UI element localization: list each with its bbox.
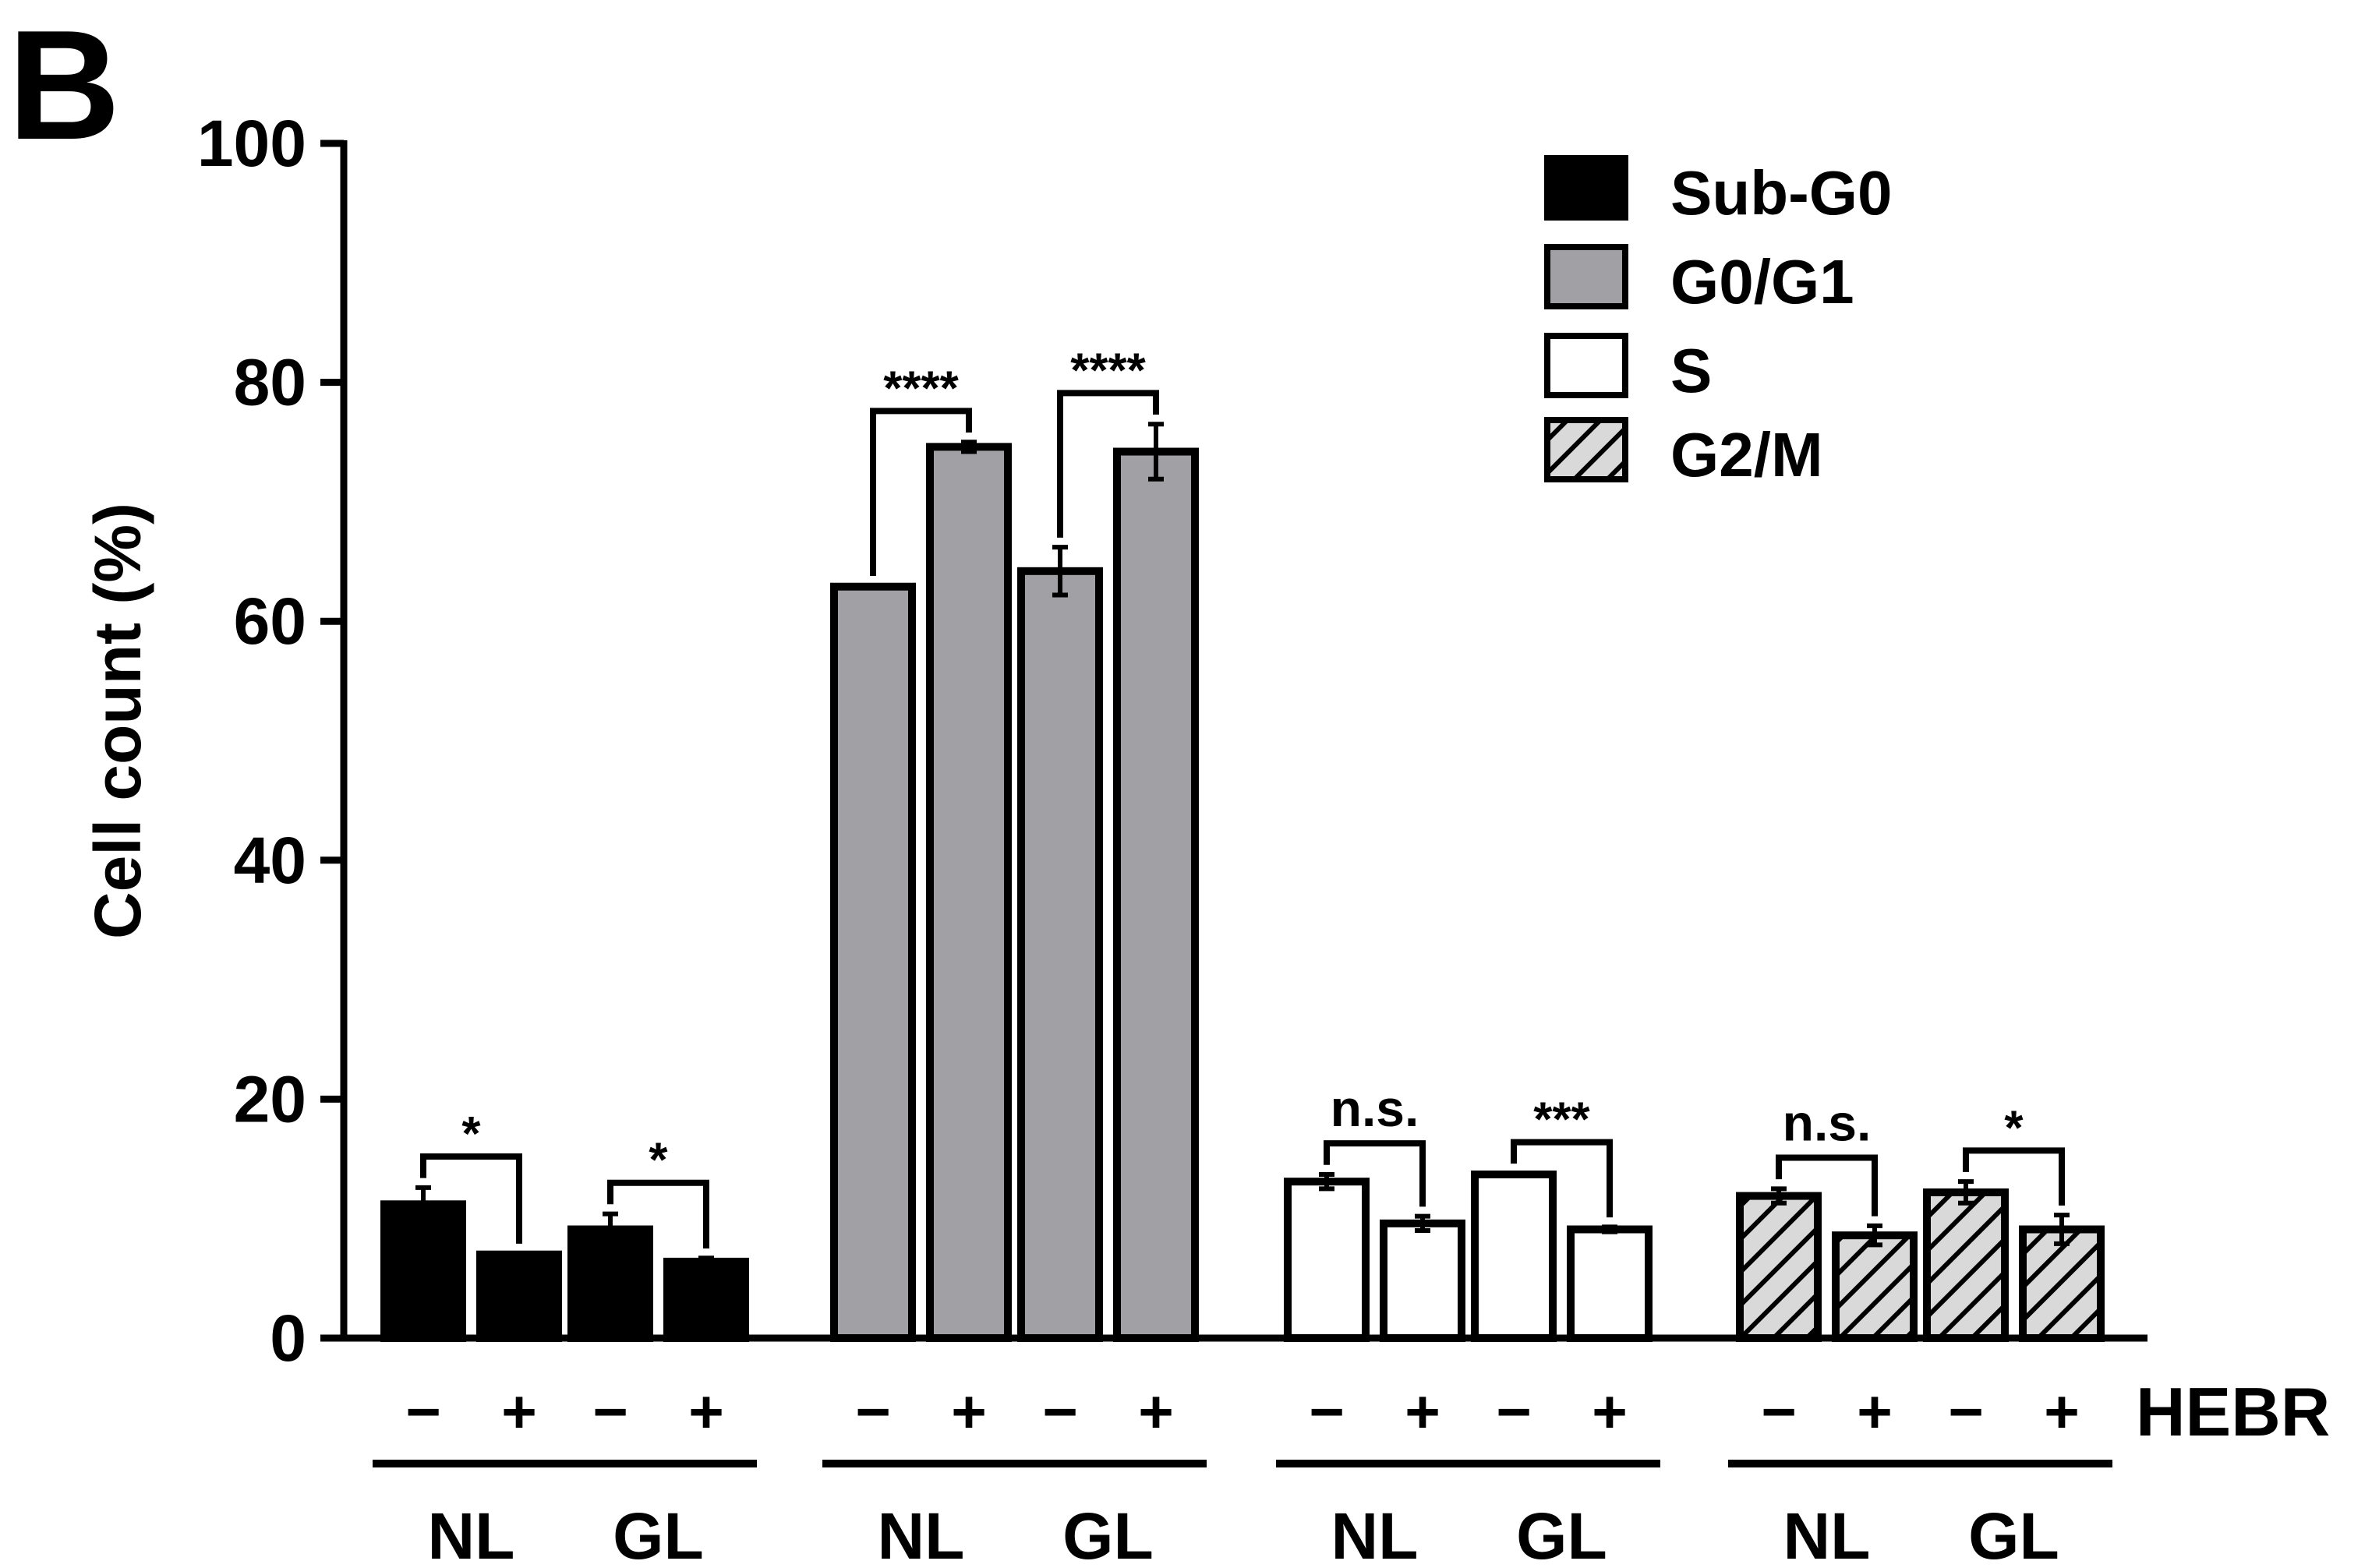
bar-g0-g1-2 [1017,567,1103,1342]
bar-g0-g1-0 [830,582,916,1342]
bar-s-1 [1380,1219,1465,1343]
significance-brackets: * ***** ****n.s. *** n.s. * [420,344,2065,1249]
bar-s-2 [1471,1170,1557,1342]
treatment-label: HEBR [2136,1373,2330,1450]
significance-label: **** [1070,344,1146,397]
y-tick-label: 60 [234,584,306,658]
treatment-sign: − [405,1377,441,1446]
treatment-sign: + [1592,1377,1628,1446]
legend-swatch-s [1544,333,1628,398]
legend: Sub-G0 G0/G1 S G2/M [1544,155,1892,489]
condition-label: NL [1331,1499,1419,1568]
bar-sub-g0-3 [663,1257,749,1342]
bar-g2-m-1 [1832,1231,1918,1342]
treatment-sign: + [1138,1377,1174,1446]
treatment-sign: − [855,1377,891,1446]
treatment-sign: + [501,1377,537,1446]
bar-s-0 [1284,1178,1370,1342]
significance-label: **** [883,362,959,415]
legend-swatch-sub-g0 [1544,155,1628,221]
condition-label: GL [1062,1499,1154,1568]
treatment-sign: − [1948,1377,1984,1446]
condition-label: GL [613,1499,704,1568]
treatment-sign: + [951,1377,987,1446]
significance-bracket [1324,1140,1426,1207]
y-axis-label: Cell count (%) [81,503,154,939]
significance-label: * [461,1107,481,1161]
bar-sub-g0-0 [380,1200,466,1342]
condition-label: NL [428,1499,515,1568]
treatment-sign: − [592,1377,628,1446]
significance-bracket [607,1179,709,1249]
y-tick-label: 0 [270,1301,306,1375]
legend-swatch-g2-m [1544,417,1628,482]
legend-swatch-g0-g1 [1544,244,1628,309]
legend-label-g2-m: G2/M [1670,420,1823,489]
significance-bracket [870,408,972,576]
bar-g2-m-0 [1736,1192,1822,1342]
condition-label: NL [1783,1499,1871,1568]
significance-label: n.s. [1783,1094,1872,1152]
y-tick-label: 40 [234,824,306,897]
panel-label: B [8,0,120,172]
significance-label: *** [1533,1093,1590,1147]
treatment-sign: − [1042,1377,1078,1446]
significance-bracket [1963,1147,2065,1206]
bar-s-3 [1567,1225,1653,1342]
bar-g0-g1-3 [1113,447,1199,1342]
significance-label: * [649,1134,668,1188]
bar-sub-g0-1 [476,1250,562,1342]
treatment-sign: − [1761,1377,1797,1446]
legend-label-sub-g0: Sub-G0 [1670,158,1892,228]
bar-g0-g1-1 [926,443,1012,1343]
condition-label: NL [878,1499,965,1568]
treatment-sign: − [1309,1377,1345,1446]
significance-label: * [2004,1101,2024,1155]
y-tick-label: 100 [197,107,306,180]
treatment-sign: − [1496,1377,1532,1446]
significance-bracket [1511,1139,1613,1218]
y-tick-label: 20 [234,1062,306,1135]
significance-label: n.s. [1331,1079,1419,1137]
treatment-sign: + [2044,1377,2080,1446]
y-tick-label: 80 [234,346,306,419]
significance-bracket [1776,1154,1878,1217]
treatment-sign: + [688,1377,724,1446]
significance-bracket [1057,390,1159,538]
condition-label: GL [1516,1499,1607,1568]
treatment-sign: + [1857,1377,1893,1446]
bar-sub-g0-2 [567,1225,653,1342]
legend-label-g0-g1: G0/G1 [1670,247,1854,316]
significance-bracket [420,1153,522,1244]
legend-label-s: S [1670,336,1712,405]
condition-label: GL [1968,1499,2059,1568]
treatment-sign: + [1405,1377,1440,1446]
bars [380,422,2105,1343]
bar-g2-m-2 [1923,1188,2009,1342]
